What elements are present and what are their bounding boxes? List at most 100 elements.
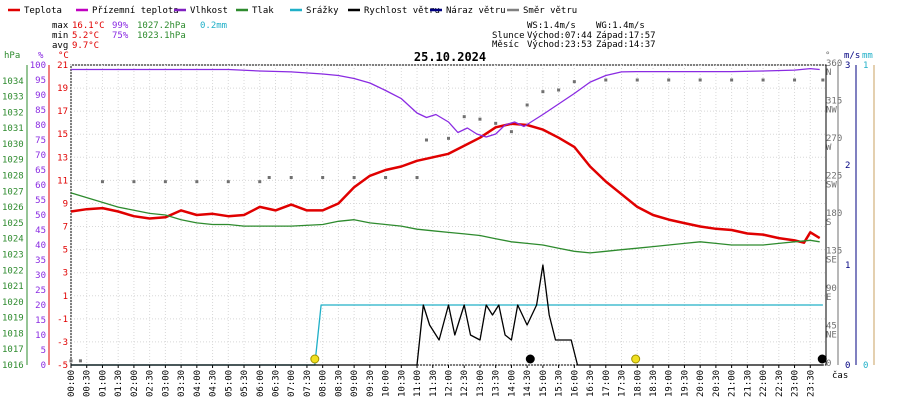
- direction-tick-compass: NE: [826, 331, 837, 341]
- wind-direction-mark: [267, 176, 271, 179]
- direction-tick-label: 360: [826, 59, 842, 69]
- wind-direction-mark: [667, 78, 671, 82]
- wind-direction-mark: [132, 180, 136, 184]
- x-tick-label: 08:30: [334, 370, 344, 397]
- pressure-tick-label: 1033: [2, 93, 24, 103]
- stats-max-hum: 99%: [112, 21, 129, 31]
- x-tick-label: 13:00: [476, 370, 486, 397]
- moonrise-time: Východ:23:53: [527, 40, 592, 50]
- x-tick-label: 15:30: [555, 370, 565, 397]
- x-tick-label: 17:30: [618, 370, 628, 397]
- wind-direction-mark: [447, 136, 450, 140]
- series-line-rain_mm: [71, 304, 823, 366]
- pressure-tick-label: 1027: [2, 187, 24, 197]
- x-tick-label: 02:30: [146, 370, 156, 397]
- pressure-tick-label: 1026: [2, 203, 24, 213]
- x-tick-label: 00:30: [83, 370, 93, 397]
- x-tick-label: 21:30: [743, 370, 753, 397]
- x-tick-label: 15:00: [539, 370, 549, 397]
- wind-direction-mark: [478, 117, 482, 121]
- humidity-tick-label: 60: [35, 181, 46, 191]
- direction-tick-label: 135: [826, 247, 842, 257]
- wind-tick-label: 2: [845, 161, 850, 171]
- temperature-tick-label: 17: [57, 107, 68, 117]
- wind-direction-mark: [635, 78, 639, 82]
- x-tick-label: 17:00: [602, 370, 612, 397]
- wind-direction-mark: [195, 180, 199, 184]
- stats-max-press: 1027.2hPa: [137, 21, 186, 31]
- direction-tick-label: 0: [826, 359, 831, 369]
- pressure-tick-label: 1018: [2, 329, 24, 339]
- x-tick-label: 09:00: [350, 370, 360, 397]
- x-tick-label: 11:00: [413, 370, 423, 397]
- x-tick-label: 08:00: [319, 370, 329, 397]
- x-tick-label: 06:30: [271, 370, 281, 397]
- wind-gust-readout: WG:1.4m/s: [596, 21, 645, 31]
- legend-label: Přízemní teplota: [92, 6, 179, 16]
- humidity-tick-label: 40: [35, 241, 46, 251]
- stats-min-hum: 75%: [112, 31, 129, 41]
- wind-direction-mark: [572, 80, 576, 84]
- x-tick-label: 01:30: [114, 370, 124, 397]
- x-tick-label: 16:00: [570, 370, 580, 397]
- humidity-tick-label: 70: [35, 151, 46, 161]
- humidity-tick-label: 15: [35, 316, 46, 326]
- temperature-tick-label: -5: [57, 361, 68, 371]
- wind-direction-mark: [415, 176, 419, 179]
- humidity-tick-label: 5: [41, 346, 46, 356]
- pressure-tick-label: 1016: [2, 361, 24, 371]
- x-tick-label: 05:00: [224, 370, 234, 397]
- pressure-tick-label: 1022: [2, 266, 24, 276]
- sun-marker: [310, 354, 320, 364]
- temperature-tick-label: 11: [57, 176, 68, 186]
- wind-direction-mark: [69, 359, 73, 363]
- temperature-tick-label: 7: [63, 223, 68, 233]
- moon-label: Měsíc: [492, 40, 519, 50]
- x-tick-label: 14:30: [523, 370, 533, 397]
- legend-label: Tlak: [252, 6, 274, 16]
- humidity-tick-label: 55: [35, 196, 46, 206]
- x-tick-label: 06:00: [256, 370, 266, 397]
- humidity-tick-label: 75: [35, 136, 46, 146]
- x-tick-label: 04:00: [193, 370, 203, 397]
- rain-tick-label: 1: [863, 61, 868, 71]
- rain-tick-label: 0: [863, 361, 868, 371]
- pressure-tick-label: 1019: [2, 314, 24, 324]
- legend-label: Rychlost větru: [364, 6, 440, 16]
- temperature-tick-label: -1: [57, 315, 68, 325]
- pressure-tick-label: 1021: [2, 282, 24, 292]
- x-tick-label: 21:00: [728, 370, 738, 397]
- x-tick-label: 23:00: [791, 370, 801, 397]
- pressure-tick-label: 1028: [2, 172, 24, 182]
- wind-tick-label: 0: [845, 361, 850, 371]
- axis-unit-hpa: hPa: [4, 51, 20, 61]
- x-tick-label: 13:30: [492, 370, 502, 397]
- x-tick-label: 16:30: [586, 370, 596, 397]
- wind-direction-mark: [604, 78, 608, 82]
- pressure-tick-label: 1034: [2, 77, 24, 87]
- x-tick-label: 00:00: [67, 370, 77, 397]
- x-tick-label: 19:00: [665, 370, 675, 397]
- stats-min-press: 1023.1hPa: [137, 31, 186, 41]
- x-tick-label: 10:30: [397, 370, 407, 397]
- direction-tick-compass: NW: [826, 106, 837, 116]
- x-tick-label: 12:00: [445, 370, 455, 397]
- x-tick-label: 05:30: [240, 370, 250, 397]
- wind-direction-mark: [352, 176, 356, 179]
- humidity-tick-label: 90: [35, 91, 46, 101]
- legend-label: Směr větru: [523, 6, 577, 16]
- wind-tick-label: 1: [845, 261, 850, 271]
- temperature-tick-label: 5: [63, 246, 68, 256]
- x-tick-label: 19:30: [680, 370, 690, 397]
- stats-block: max 16.1°C 99% 1027.2hPa 0.2mm min 5.2°C…: [52, 21, 227, 51]
- stats-avg-temp: 9.7°C: [72, 41, 99, 51]
- temperature-tick-label: 21: [57, 61, 68, 71]
- axes-layer: 00:00 00:30 01:00 01:30 02:00 02:30 03:00 03:30…: [2, 59, 875, 397]
- chart-title: 25.10.2024: [414, 50, 486, 64]
- wind-direction-mark: [424, 138, 428, 142]
- sunrise-time: Východ:07:44: [527, 31, 592, 41]
- legend-label: Teplota: [24, 6, 62, 16]
- pressure-tick-label: 1032: [2, 108, 24, 118]
- x-tick-label: 03:00: [161, 370, 171, 397]
- wind-direction-mark: [509, 130, 513, 134]
